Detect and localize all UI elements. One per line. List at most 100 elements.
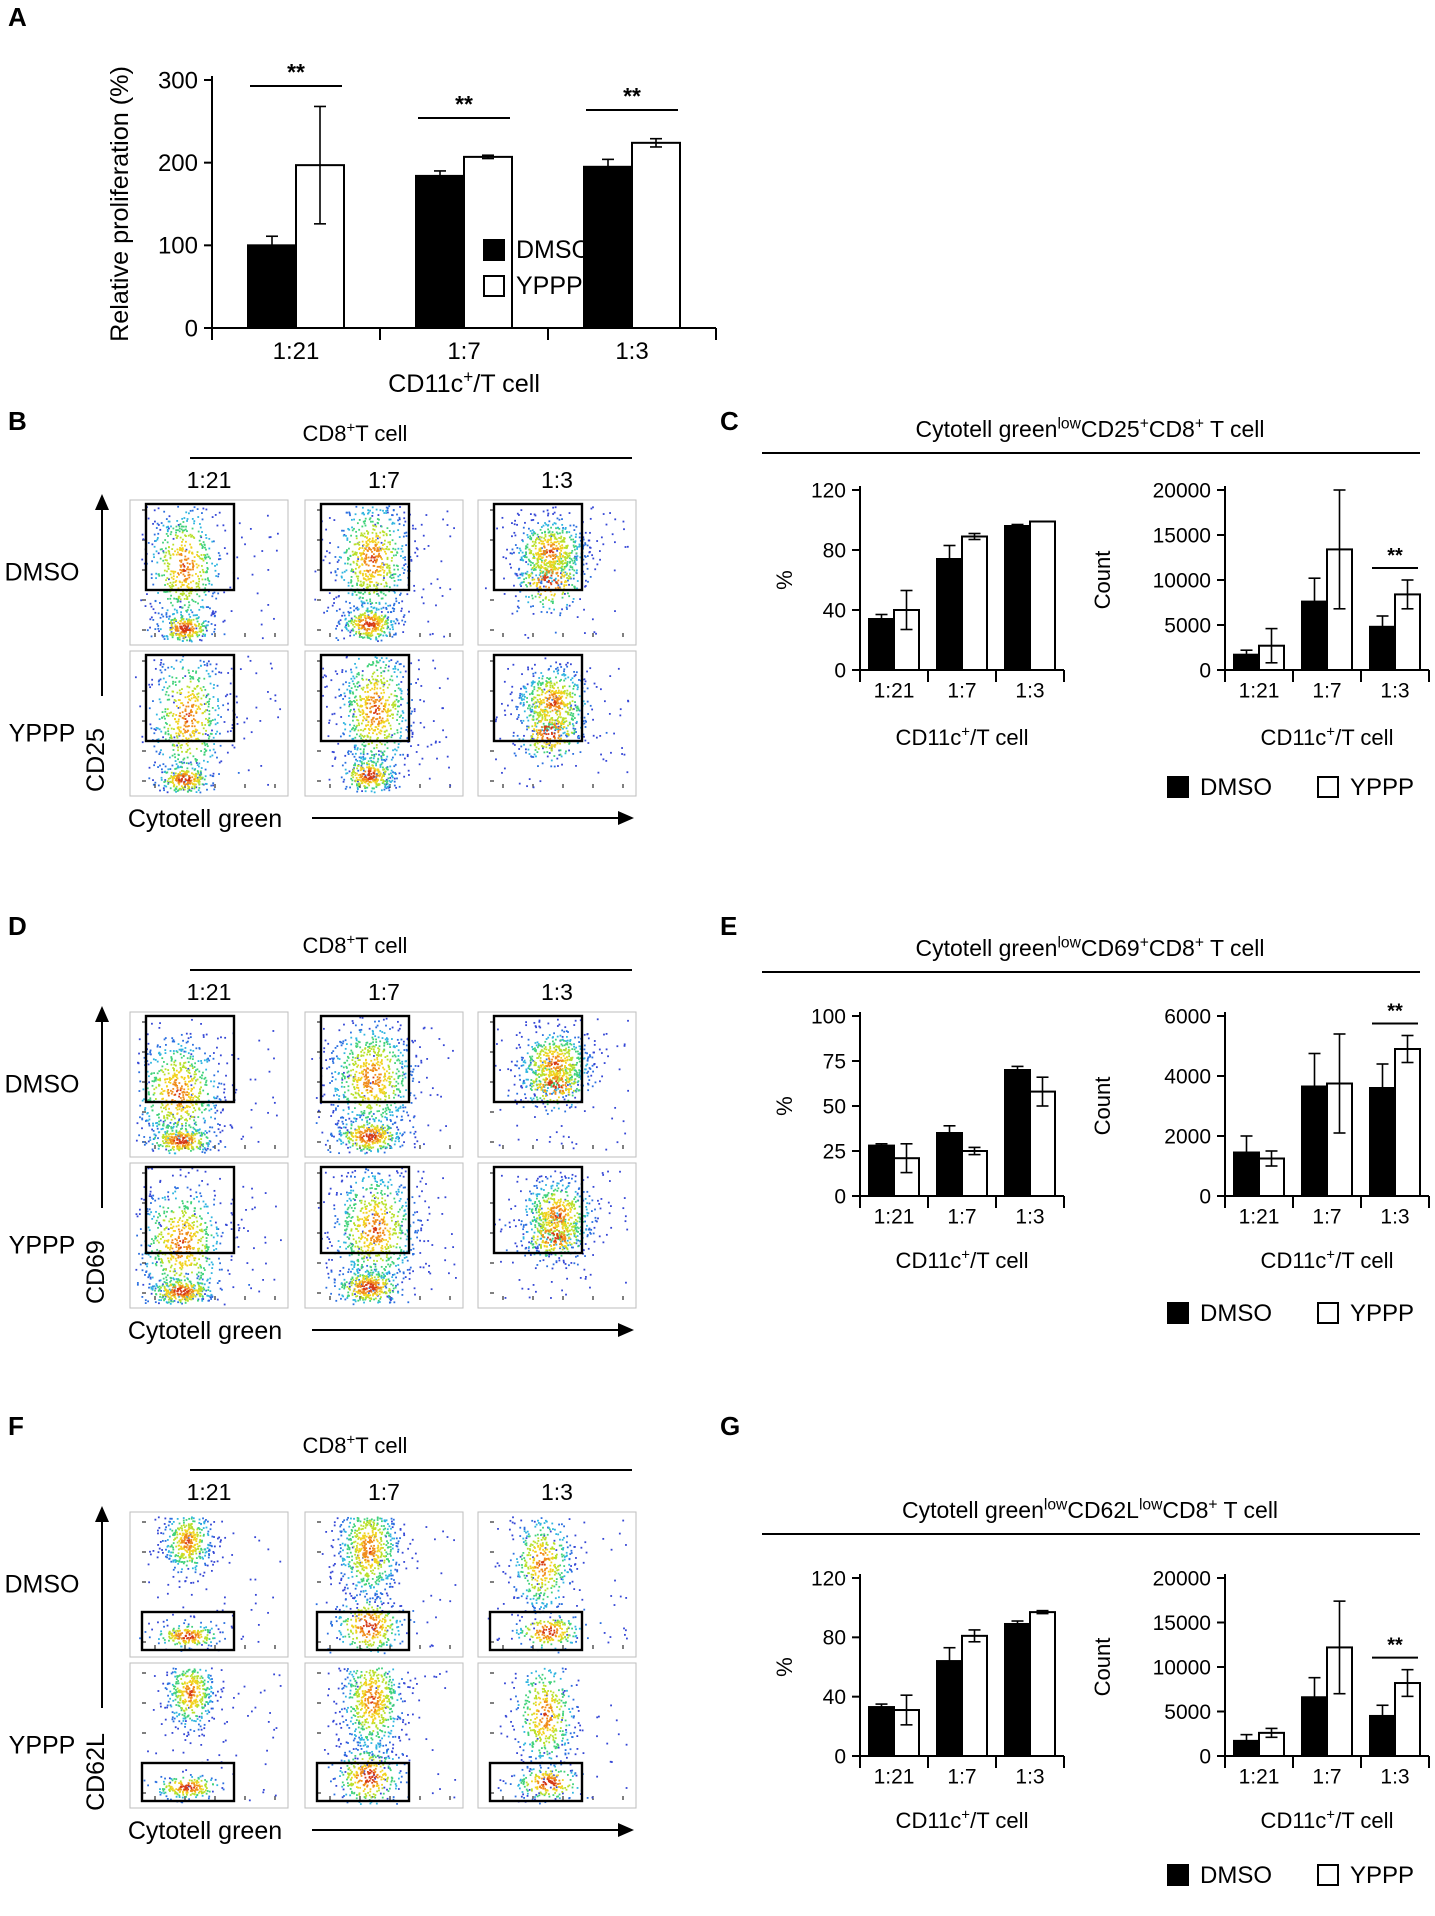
flow-event [357, 774, 360, 777]
flow-event [211, 562, 214, 565]
superscript: + [1195, 934, 1204, 951]
flow-event [548, 520, 551, 523]
flow-event [563, 537, 566, 540]
flow-event [567, 592, 569, 595]
flow-event [363, 549, 365, 552]
flow-event [213, 628, 216, 631]
flow-event [190, 581, 192, 584]
flow-event [362, 686, 365, 689]
flow-event [564, 527, 567, 529]
flow-event [538, 586, 541, 589]
flow-event [369, 775, 372, 778]
flow-event [209, 557, 211, 560]
flow-event [152, 522, 154, 525]
flow-event [186, 518, 189, 520]
flow-event [513, 551, 515, 554]
flow-event [374, 541, 377, 544]
flow-event [349, 730, 352, 733]
flow-event [539, 547, 542, 550]
flow-event [170, 576, 173, 579]
flow-event [345, 628, 348, 631]
flow-event [373, 619, 376, 622]
flow-event [516, 574, 519, 577]
flow-event [175, 531, 177, 534]
flow-event [377, 771, 380, 774]
flow-event [347, 751, 349, 754]
flow-event [398, 722, 401, 725]
flow-event [556, 532, 559, 535]
flow-event [546, 568, 549, 571]
flow-event [373, 590, 376, 593]
flow-event [377, 707, 379, 709]
flow-event [166, 528, 169, 531]
flow-event [209, 774, 212, 777]
flow-event [184, 631, 187, 634]
flow-event [175, 627, 178, 629]
flow-event [333, 519, 336, 521]
flow-event [551, 602, 554, 605]
flow-event [192, 600, 195, 603]
flow-event [566, 608, 568, 610]
flow-event [373, 549, 376, 552]
text-span: CD11c [388, 370, 463, 398]
flow-event [573, 587, 576, 590]
flow-event [574, 555, 576, 558]
flow-event [355, 594, 358, 596]
flow-event [371, 742, 373, 744]
flow-event [196, 685, 199, 687]
flow-event [186, 695, 189, 698]
flow-event [373, 712, 375, 714]
flow-plot-frame [129, 499, 289, 646]
flow-event [180, 773, 183, 776]
flow-event [191, 786, 193, 789]
flow-event [556, 540, 559, 543]
flow-event [158, 679, 161, 682]
flow-event [386, 635, 388, 637]
flow-event [181, 629, 184, 632]
flow-event [179, 744, 182, 747]
flow-event [345, 670, 347, 673]
flow-event [374, 711, 377, 714]
flow-plot [129, 650, 289, 797]
flow-event [384, 771, 386, 774]
flow-event [184, 721, 187, 723]
flow-event [361, 601, 364, 604]
flow-event [382, 689, 385, 691]
flow-event [183, 579, 186, 582]
flow-event [520, 556, 523, 559]
flow-event [380, 674, 383, 677]
flow-event [378, 546, 381, 549]
flow-event [386, 556, 389, 559]
flow-event [195, 671, 197, 674]
flow-event [365, 599, 368, 602]
flow-event [375, 681, 378, 684]
flow-event [185, 772, 188, 774]
flow-event [355, 733, 358, 736]
flow-event [352, 570, 355, 573]
flow-event [364, 701, 367, 704]
flow-event [559, 587, 562, 590]
flow-event [177, 781, 180, 784]
flow-event [328, 719, 331, 722]
flow-event [534, 547, 537, 550]
flow-event [553, 579, 556, 582]
flow-event [226, 693, 229, 696]
flow-event [337, 620, 340, 623]
flow-event [376, 550, 378, 553]
flow-event [575, 525, 578, 528]
flow-event [369, 623, 372, 626]
text-span: /T cell [473, 370, 540, 398]
flow-event [550, 574, 553, 577]
flow-event [351, 570, 354, 573]
flow-event [539, 550, 542, 552]
flow-event [520, 572, 523, 575]
flow-event [210, 614, 213, 617]
flow-event [383, 783, 386, 786]
flow-event [162, 787, 165, 790]
flow-event [348, 511, 351, 514]
flow-event [179, 606, 181, 609]
flow-event [360, 767, 362, 769]
flow-event [198, 787, 201, 789]
flow-event [365, 780, 368, 783]
flow-event [201, 722, 203, 724]
